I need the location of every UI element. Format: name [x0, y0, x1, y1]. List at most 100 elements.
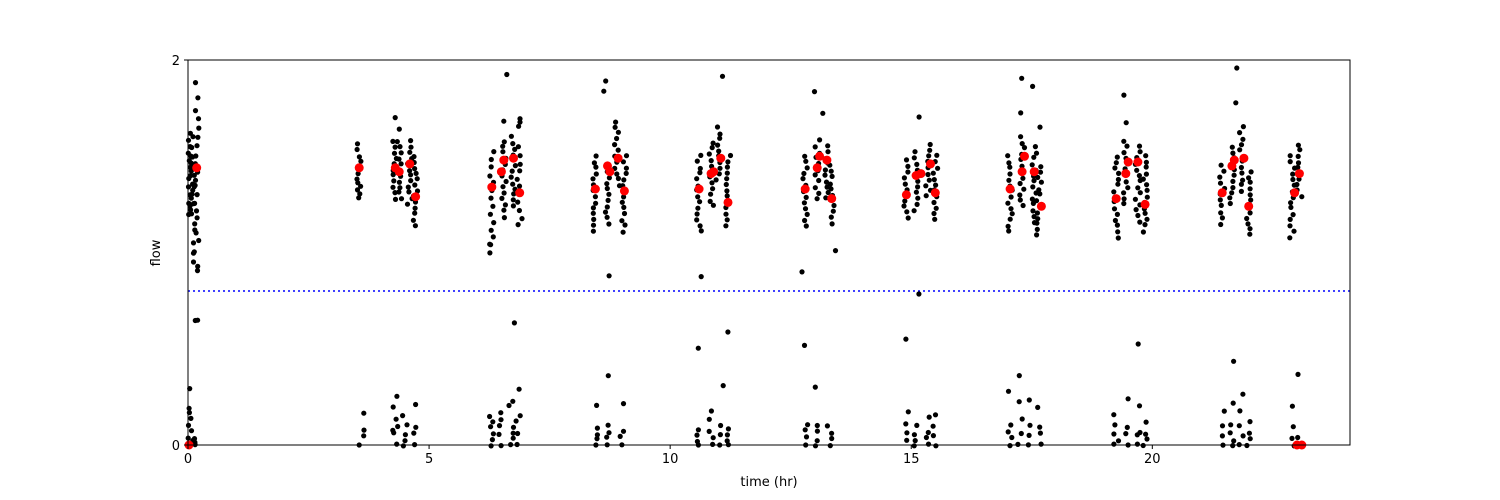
- data-point: [923, 183, 929, 189]
- data-point: [1248, 169, 1254, 175]
- data-point: [1135, 212, 1141, 219]
- data-point: [510, 181, 516, 187]
- data-point: [195, 317, 201, 323]
- data-point: [194, 192, 200, 198]
- data-point: [1034, 232, 1040, 238]
- data-point: [1231, 438, 1237, 444]
- data-point: [1217, 180, 1224, 186]
- data-point: [801, 342, 808, 348]
- data-point: [392, 196, 399, 202]
- data-point: [697, 199, 703, 205]
- data-point: [487, 250, 493, 256]
- mean-point: [1029, 167, 1039, 177]
- data-point: [1008, 206, 1014, 212]
- mean-point: [590, 184, 600, 194]
- data-point: [489, 437, 495, 443]
- data-point: [590, 205, 597, 211]
- data-point: [192, 108, 199, 114]
- data-point: [615, 147, 621, 153]
- data-point: [713, 177, 719, 183]
- data-point: [1135, 185, 1141, 191]
- data-point: [408, 172, 414, 178]
- data-point: [1007, 164, 1013, 170]
- data-point: [191, 436, 198, 442]
- data-point: [1230, 185, 1236, 191]
- data-point: [510, 435, 516, 441]
- data-point: [391, 430, 397, 436]
- data-point: [602, 209, 609, 215]
- data-point: [1240, 391, 1246, 397]
- data-point: [511, 191, 517, 197]
- data-point: [1006, 160, 1012, 166]
- data-point: [1112, 422, 1118, 428]
- mean-point: [1239, 153, 1249, 163]
- data-point: [1244, 215, 1250, 222]
- data-point: [902, 181, 908, 187]
- data-point: [1121, 138, 1127, 144]
- data-point: [511, 320, 517, 326]
- data-point: [932, 412, 939, 418]
- data-point: [606, 175, 613, 181]
- data-point: [615, 129, 622, 135]
- data-point: [1289, 403, 1295, 409]
- data-point: [490, 431, 496, 437]
- mean-point: [613, 153, 623, 163]
- data-point: [830, 208, 836, 214]
- data-point: [488, 424, 494, 430]
- data-point: [510, 398, 516, 404]
- data-point: [1125, 185, 1131, 191]
- data-point: [191, 249, 197, 255]
- data-point: [1134, 441, 1140, 447]
- data-point: [709, 180, 715, 186]
- data-point: [1125, 396, 1131, 402]
- data-point: [604, 214, 610, 220]
- data-point: [1111, 441, 1117, 447]
- mean-point: [515, 188, 525, 198]
- data-point: [1142, 222, 1148, 228]
- data-point: [188, 207, 194, 213]
- data-point: [1218, 221, 1224, 228]
- data-point: [188, 428, 195, 434]
- data-point: [395, 423, 401, 430]
- data-point: [604, 204, 610, 210]
- data-point: [827, 181, 833, 187]
- data-point: [832, 248, 839, 254]
- data-point: [931, 210, 937, 217]
- data-point: [1114, 154, 1120, 160]
- data-point: [723, 223, 729, 229]
- data-point: [1037, 169, 1044, 175]
- y-tick-label: 0: [172, 439, 180, 454]
- data-point: [490, 203, 496, 209]
- data-point: [393, 416, 399, 422]
- data-point: [617, 433, 623, 439]
- data-point: [812, 185, 818, 191]
- data-point: [1005, 388, 1012, 394]
- data-point: [400, 443, 406, 449]
- data-point: [623, 153, 630, 159]
- data-point: [593, 164, 599, 170]
- data-point: [186, 175, 192, 182]
- data-point: [933, 182, 939, 188]
- data-point: [817, 137, 823, 143]
- data-point: [413, 401, 419, 408]
- data-point: [390, 172, 396, 178]
- data-point: [710, 140, 716, 146]
- data-point: [593, 200, 599, 206]
- data-point: [1289, 435, 1295, 441]
- data-point: [517, 119, 523, 125]
- data-point: [1295, 164, 1301, 170]
- data-point: [1009, 211, 1015, 217]
- data-point: [620, 229, 626, 235]
- data-point: [357, 191, 363, 197]
- data-point: [724, 217, 730, 223]
- mean-point: [1036, 201, 1046, 211]
- data-point: [612, 124, 618, 130]
- mean-point: [930, 188, 940, 198]
- data-point: [723, 181, 729, 188]
- data-point: [361, 410, 367, 416]
- data-point: [1227, 195, 1233, 201]
- data-point: [615, 175, 622, 182]
- data-point: [355, 171, 361, 177]
- data-point: [723, 211, 729, 217]
